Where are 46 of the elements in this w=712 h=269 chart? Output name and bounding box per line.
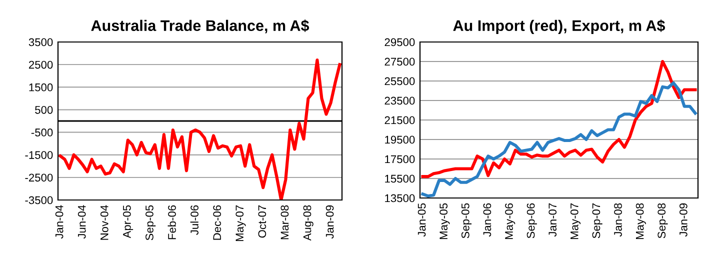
y-tick-label: 25500 [384, 77, 415, 86]
x-tick-label: Jan-07 [548, 203, 557, 237]
y-tick-label: 500 [35, 106, 53, 114]
x-tick-label: Apr-05 [122, 205, 134, 238]
x-tick-label: Sep-08 [658, 203, 668, 238]
x-tick-label: May-08 [636, 203, 646, 239]
chart-title: Australia Trade Balance, m A$ [91, 20, 310, 34]
x-tick-label: Sep-05 [461, 203, 472, 238]
x-tick-label: Jan-08 [614, 203, 622, 237]
x-tick-label: Jan-05 [418, 203, 426, 237]
y-tick-label: -2500 [25, 174, 53, 182]
x-tick-label: May-07 [236, 205, 246, 241]
y-tick-label: 23500 [384, 96, 415, 105]
y-tick-label: 1500 [29, 83, 53, 92]
y-tick-label: 13500 [385, 194, 415, 202]
line-series [421, 60, 697, 178]
x-tick-label: Mar-08 [280, 205, 289, 240]
x-tick-label: Feb-06 [168, 205, 176, 240]
x-tick-label: Jun-04 [78, 205, 86, 239]
x-tick-label: Jan-04 [55, 205, 64, 239]
x-tick-label: Jan-09 [326, 205, 334, 239]
y-tick-label: 3500 [28, 38, 53, 46]
y-tick-label: 15500 [385, 174, 415, 183]
x-tick-label: Oct-07 [258, 205, 266, 238]
x-tick-label: Nov-04 [100, 205, 108, 240]
x-tick-label: Sep-07 [592, 203, 602, 238]
x-tick-label: Dec-06 [213, 205, 222, 240]
y-tick-label: 2500 [28, 60, 53, 69]
y-tick-label: 29500 [384, 38, 415, 46]
x-tick-label: May-05 [440, 203, 450, 239]
y-tick-label: -1500 [25, 151, 53, 159]
x-tick-label: May-07 [570, 203, 581, 239]
y-tick-label: -500 [31, 128, 53, 136]
x-tick-label: Sep-06 [526, 203, 537, 238]
y-tick-label: 19500 [385, 136, 415, 144]
x-tick-label: Sep-05 [146, 205, 156, 240]
x-tick-label: Jan-06 [483, 203, 492, 237]
x-tick-label: Jan-09 [679, 203, 688, 237]
x-tick-label: May-06 [505, 203, 516, 239]
chart-title: Au Import (red), Export, m A$ [453, 20, 666, 34]
x-tick-label: Jul-06 [190, 205, 198, 235]
x-tick-label: Aug-08 [303, 205, 314, 241]
y-tick-label: 27500 [384, 58, 415, 66]
y-tick-label: 17500 [385, 155, 415, 164]
y-tick-label: -3500 [25, 196, 53, 204]
y-tick-label: 21500 [384, 116, 415, 124]
